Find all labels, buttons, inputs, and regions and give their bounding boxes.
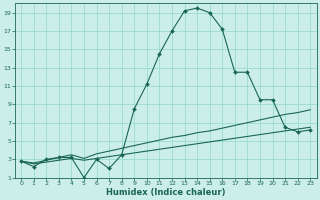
X-axis label: Humidex (Indice chaleur): Humidex (Indice chaleur) xyxy=(106,188,225,197)
